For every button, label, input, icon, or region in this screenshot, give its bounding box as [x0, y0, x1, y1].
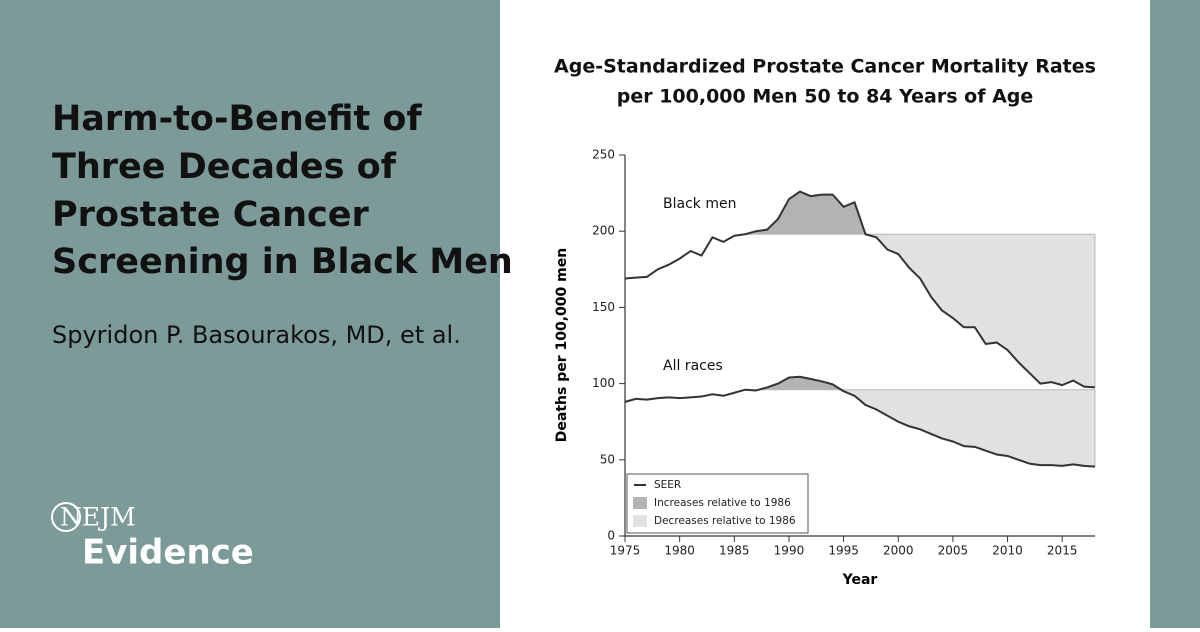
x-tick-label: 2010: [992, 544, 1023, 558]
legend-swatch: [633, 515, 647, 527]
authors: Spyridon P. Basourakos, MD, et al.: [52, 321, 461, 349]
increase-area: [745, 191, 1095, 235]
legend-label: Decreases relative to 1986: [654, 515, 796, 527]
headline: Harm-to-Benefit of Three Decades of Pros…: [52, 99, 513, 282]
x-tick-label: 1975: [610, 544, 641, 558]
y-axis-label: Deaths per 100,000 men: [554, 248, 570, 442]
plot: [624, 190, 1096, 468]
y-tick-label: 250: [592, 148, 615, 162]
y-tick-label: 150: [592, 300, 615, 314]
left-panel: [0, 0, 500, 628]
x-tick-label: 2000: [883, 544, 914, 558]
legend-box: [626, 473, 809, 534]
headline-line: Prostate Cancer: [52, 195, 369, 235]
series-line: [624, 190, 1096, 389]
x-tick-label: 1980: [664, 544, 695, 558]
logo-evidence: Evidence: [82, 533, 254, 573]
right-strip: [1150, 0, 1200, 628]
x-tick-label: 2015: [1047, 544, 1078, 558]
x-tick-label: 1995: [828, 544, 859, 558]
legend-label: Increases relative to 1986: [654, 497, 791, 509]
chart-title: Age-Standardized Prostate Cancer Mortali…: [554, 56, 1096, 108]
x-tick-label: 2005: [938, 544, 969, 558]
decrease-area: [865, 234, 1095, 388]
y-tick-label: 50: [600, 452, 615, 466]
series-line: [624, 375, 1096, 468]
chart-title-line: per 100,000 Men 50 to 84 Years of Age: [617, 86, 1034, 108]
headline-line: Screening in Black Men: [52, 242, 513, 282]
series-label: All races: [663, 358, 723, 374]
x-axis-label: Year: [842, 572, 878, 588]
x-tick-label: 1990: [774, 544, 805, 558]
x-tick-label: 1985: [719, 544, 750, 558]
headline-line: Harm-to-Benefit of: [52, 99, 422, 139]
headline-line: Three Decades of: [52, 147, 397, 187]
y-tick-label: 0: [607, 529, 615, 543]
y-tick-label: 100: [592, 376, 615, 390]
chart-title-line: Age-Standardized Prostate Cancer Mortali…: [554, 56, 1096, 78]
decrease-area: [745, 389, 1095, 467]
y-tick-label: 200: [592, 224, 615, 238]
increase-area: [745, 376, 1095, 390]
legend-label: SEER: [654, 479, 681, 491]
legend-swatch: [633, 497, 647, 509]
series-label: Black men: [663, 196, 736, 212]
logo-nejm: NEJM: [60, 503, 136, 532]
logo-ring: [51, 502, 81, 532]
